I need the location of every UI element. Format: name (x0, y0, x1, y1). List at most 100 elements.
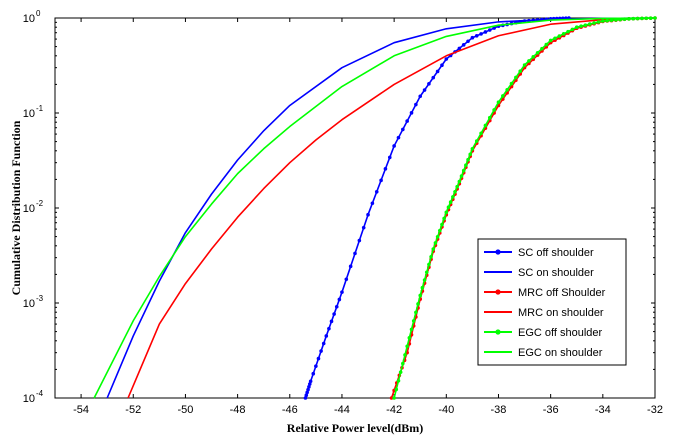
data-point (505, 87, 509, 92)
data-point (583, 23, 588, 27)
data-point (579, 24, 583, 28)
data-point (605, 18, 609, 23)
data-point (440, 222, 444, 227)
data-point (411, 319, 416, 323)
x-tick-label: -48 (230, 404, 246, 416)
data-point (479, 131, 483, 136)
data-point (353, 251, 357, 256)
data-point (420, 285, 425, 290)
data-point (453, 189, 457, 194)
data-point (334, 304, 339, 309)
data-point (306, 387, 310, 392)
data-point (457, 179, 462, 184)
data-point (407, 336, 412, 340)
data-point (305, 390, 309, 395)
data-point (308, 379, 313, 384)
y-axis-label: Cumulative Distribution Function (9, 120, 23, 295)
legend-item: EGC off shoulder (484, 327, 603, 339)
legend-item: MRC on shoulder (484, 307, 604, 319)
y-tick-label: 10 (23, 203, 35, 215)
data-point (544, 42, 549, 47)
data-point (483, 30, 488, 34)
legend-label: EGC off shoulder (518, 327, 603, 339)
data-point (422, 88, 427, 92)
data-point (374, 189, 379, 194)
data-point (366, 212, 370, 217)
data-point (329, 319, 334, 324)
data-point (396, 135, 401, 140)
y-tick-label: 10 (23, 298, 35, 310)
x-tick-label: -34 (595, 404, 611, 416)
data-point (483, 123, 488, 128)
legend-marker (495, 249, 501, 255)
data-point (392, 396, 396, 400)
legend: SC off shoulder SC on shoulder MRC off Sho… (477, 238, 627, 366)
data-point (405, 119, 409, 123)
data-point (303, 396, 308, 400)
series-line (93, 17, 656, 399)
data-point (307, 385, 311, 389)
data-point (433, 241, 438, 245)
data-point (340, 290, 344, 294)
data-point (553, 36, 557, 41)
data-point (570, 27, 575, 32)
data-point (435, 69, 440, 74)
data-point (496, 100, 501, 104)
data-point (487, 28, 492, 32)
data-point (319, 349, 323, 353)
series-line (127, 17, 656, 399)
data-point (403, 353, 407, 357)
x-axis-label: Relative Power level(dBm) (287, 421, 423, 435)
data-point (459, 174, 464, 178)
data-point (370, 201, 375, 206)
data-point (304, 393, 309, 398)
data-point (492, 108, 496, 112)
legend-item: EGC on shoulder (484, 347, 603, 359)
data-point (466, 157, 470, 162)
data-point (444, 210, 449, 215)
data-point (561, 32, 566, 36)
data-point (474, 139, 479, 143)
data-point (314, 364, 318, 368)
data-point (466, 39, 470, 44)
data-point (470, 146, 475, 151)
series-layer (93, 16, 657, 400)
data-point (418, 94, 423, 99)
legend-label: SC off shoulder (518, 247, 594, 259)
data-point (435, 235, 440, 239)
data-point (448, 200, 453, 204)
series-line (106, 17, 656, 399)
data-point (451, 195, 455, 199)
data-point (379, 178, 383, 183)
legend-box (477, 238, 627, 366)
data-point (444, 57, 449, 61)
series-sc-on-shoulder (106, 17, 656, 399)
data-point (422, 278, 427, 282)
data-point (394, 387, 399, 392)
data-point (566, 29, 570, 34)
x-tick-label: -52 (125, 404, 141, 416)
legend-label: SC on shoulder (518, 267, 594, 279)
legend-label: MRC off Shoulder (518, 287, 606, 299)
data-point (464, 163, 468, 167)
legend-item: SC off shoulder (484, 247, 594, 259)
data-point (311, 371, 316, 376)
data-point (609, 18, 614, 23)
data-point (344, 277, 349, 282)
legend-label: MRC on shoulder (518, 307, 604, 319)
y-tick-exponent: -4 (36, 389, 44, 398)
data-point (405, 344, 409, 349)
data-point (479, 32, 483, 36)
data-point (518, 69, 523, 73)
data-point (461, 168, 466, 173)
x-tick-label: -50 (177, 404, 193, 416)
data-point (522, 63, 527, 67)
data-point (327, 326, 331, 331)
data-point (383, 167, 388, 171)
data-point (307, 382, 312, 386)
data-point (324, 334, 329, 338)
data-point (457, 46, 462, 51)
data-point (474, 34, 479, 38)
